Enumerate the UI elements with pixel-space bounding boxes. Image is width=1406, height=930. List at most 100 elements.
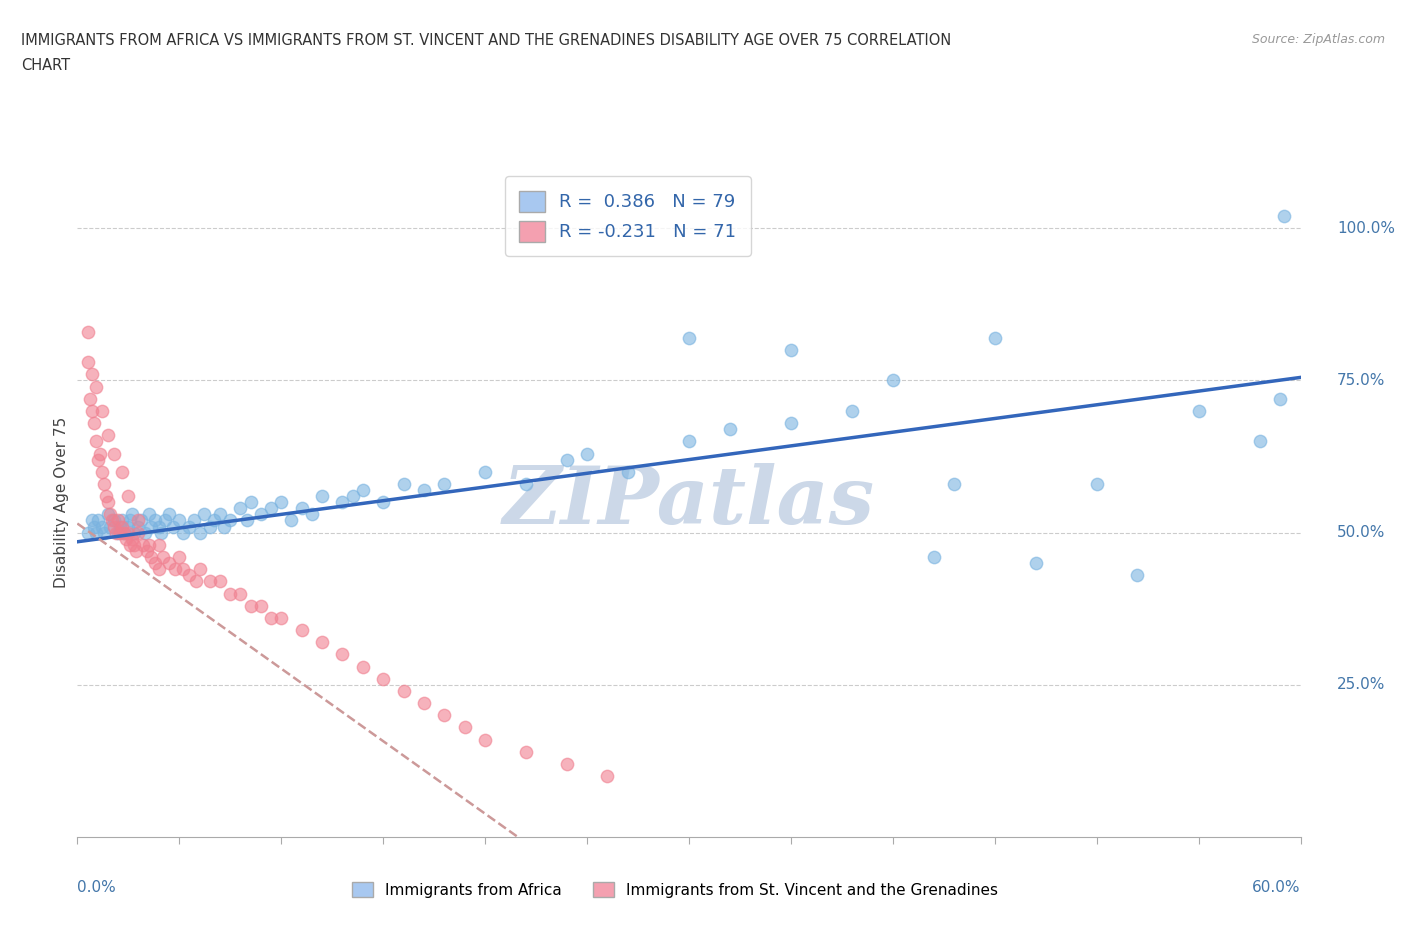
Text: 100.0%: 100.0% <box>1337 220 1395 236</box>
Point <box>134 525 156 540</box>
Point <box>239 495 262 510</box>
Point <box>198 519 221 534</box>
Point <box>576 446 599 461</box>
Point <box>433 708 456 723</box>
Point <box>98 519 121 534</box>
Legend: R =  0.386   N = 79, R = -0.231   N = 71: R = 0.386 N = 79, R = -0.231 N = 71 <box>505 177 751 256</box>
Point <box>311 635 333 650</box>
Point <box>83 416 105 431</box>
Point <box>107 513 129 528</box>
Point <box>120 538 142 552</box>
Point <box>121 507 143 522</box>
Point <box>290 501 312 516</box>
Point <box>97 495 120 510</box>
Point <box>942 476 965 491</box>
Point <box>179 568 201 583</box>
Point <box>135 543 157 558</box>
Point <box>413 483 436 498</box>
Point <box>208 574 231 589</box>
Point <box>108 519 131 534</box>
Point <box>1272 208 1295 223</box>
Point <box>127 519 149 534</box>
Point <box>127 513 149 528</box>
Point <box>148 538 170 552</box>
Point <box>107 525 129 540</box>
Point <box>617 464 640 479</box>
Point <box>129 513 152 528</box>
Point <box>352 483 374 498</box>
Point <box>84 379 107 394</box>
Point <box>433 476 456 491</box>
Point <box>93 476 115 491</box>
Point <box>555 452 578 467</box>
Text: 0.0%: 0.0% <box>77 880 117 895</box>
Point <box>260 501 283 516</box>
Point <box>138 538 160 552</box>
Point <box>124 525 146 540</box>
Point <box>371 671 394 686</box>
Point <box>90 404 112 418</box>
Point <box>202 513 225 528</box>
Point <box>149 525 172 540</box>
Point <box>105 525 128 540</box>
Point <box>184 574 207 589</box>
Point <box>117 519 139 534</box>
Point <box>179 519 201 534</box>
Point <box>413 696 436 711</box>
Point <box>1268 392 1291 406</box>
Point <box>290 622 312 637</box>
Text: IMMIGRANTS FROM AFRICA VS IMMIGRANTS FROM ST. VINCENT AND THE GRENADINES DISABIL: IMMIGRANTS FROM AFRICA VS IMMIGRANTS FRO… <box>21 33 952 47</box>
Point <box>342 488 364 503</box>
Text: ZIPatlas: ZIPatlas <box>503 463 875 541</box>
Point <box>153 513 176 528</box>
Point <box>112 525 135 540</box>
Point <box>120 513 142 528</box>
Point <box>80 513 103 528</box>
Point <box>474 732 496 747</box>
Point <box>453 720 475 735</box>
Point <box>219 513 242 528</box>
Point <box>115 531 138 546</box>
Point <box>270 610 292 625</box>
Point <box>212 519 235 534</box>
Point <box>193 507 215 522</box>
Point <box>332 495 354 510</box>
Point <box>103 446 125 461</box>
Point <box>841 404 863 418</box>
Point <box>80 404 103 418</box>
Point <box>80 367 103 382</box>
Point <box>76 325 98 339</box>
Point <box>148 562 170 577</box>
Point <box>138 507 160 522</box>
Point <box>143 555 166 570</box>
Point <box>301 507 323 522</box>
Point <box>172 562 194 577</box>
Point <box>219 586 242 601</box>
Point <box>76 525 98 540</box>
Point <box>1187 404 1209 418</box>
Point <box>239 598 262 613</box>
Point <box>131 538 153 552</box>
Legend: Immigrants from Africa, Immigrants from St. Vincent and the Grenadines: Immigrants from Africa, Immigrants from … <box>346 875 1004 904</box>
Point <box>208 507 231 522</box>
Point <box>125 543 148 558</box>
Point <box>103 513 125 528</box>
Point <box>922 550 945 565</box>
Point <box>165 562 187 577</box>
Point <box>111 519 134 534</box>
Point <box>474 464 496 479</box>
Point <box>93 525 115 540</box>
Point <box>139 519 162 534</box>
Point <box>157 507 180 522</box>
Point <box>117 488 139 503</box>
Point <box>235 513 257 528</box>
Point <box>94 488 117 503</box>
Point <box>555 756 578 771</box>
Point <box>97 428 120 443</box>
Point <box>352 659 374 674</box>
Point <box>172 525 194 540</box>
Point <box>678 434 700 449</box>
Point <box>515 476 537 491</box>
Point <box>198 574 221 589</box>
Point <box>79 392 101 406</box>
